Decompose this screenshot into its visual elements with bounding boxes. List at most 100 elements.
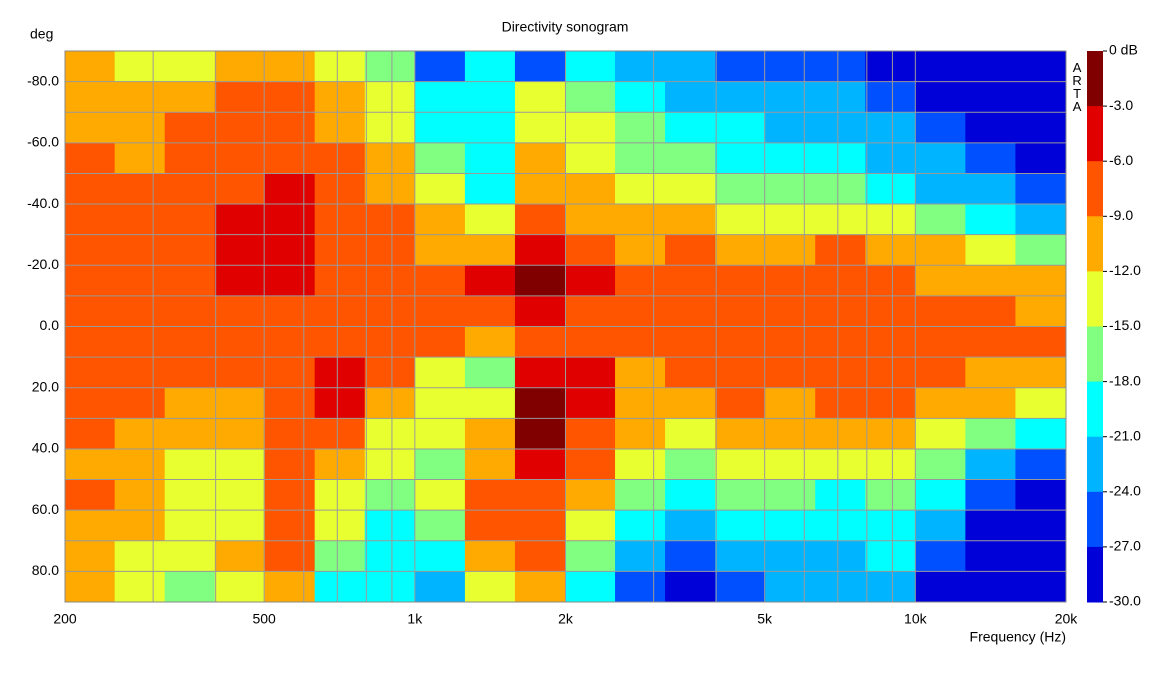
heatmap-cell (514, 142, 566, 174)
heatmap-cell (765, 112, 816, 144)
heatmap-cell (514, 173, 566, 205)
heatmap-cell (514, 510, 566, 542)
y-tick-label: 0.0 (40, 317, 60, 333)
heatmap-cell (564, 540, 616, 572)
heatmap-cell (564, 173, 616, 205)
heatmap-cell (865, 479, 916, 511)
heatmap-cell (965, 295, 1016, 327)
heatmap-cell (965, 357, 1016, 389)
heatmap-cell (464, 173, 516, 205)
heatmap-cell (114, 571, 166, 603)
heatmap-cell (314, 448, 366, 481)
heatmap-cell (665, 479, 716, 511)
heatmap-cell (1015, 479, 1067, 511)
heatmap-cell (164, 479, 216, 511)
heatmap-cell (765, 295, 816, 327)
heatmap-cell (414, 51, 466, 83)
heatmap-cell (214, 540, 266, 572)
x-tick-label: 1k (407, 611, 423, 627)
heatmap-cell (114, 81, 166, 113)
heatmap-cell (314, 51, 366, 83)
y-tick-label: -40.0 (27, 195, 59, 211)
heatmap-cell (915, 357, 966, 389)
colorbar-swatch (1087, 216, 1103, 272)
heatmap-cell (865, 234, 916, 266)
heatmap-cell (214, 326, 266, 358)
heatmap-cell (164, 234, 216, 266)
heatmap-cell (264, 204, 316, 236)
heatmap-cell (164, 448, 216, 481)
heatmap-cell (314, 326, 366, 358)
heatmap-cell (765, 571, 816, 603)
x-tick-label: 200 (53, 611, 77, 627)
heatmap-cell (915, 265, 966, 297)
heatmap-cell (564, 234, 616, 266)
heatmap-cell (414, 479, 466, 511)
heatmap-cell (1015, 448, 1067, 481)
heatmap-cell (364, 51, 416, 83)
heatmap-cell (464, 142, 516, 174)
heatmap-cell (665, 204, 716, 236)
heatmap-cell (615, 142, 666, 174)
x-tick-label: 5k (757, 611, 773, 627)
heatmap-cell (264, 571, 316, 603)
heatmap-cell (615, 540, 666, 572)
heatmap-cell (364, 234, 416, 266)
heatmap-cell (715, 81, 766, 113)
heatmap-cell (815, 571, 866, 603)
heatmap-cell (665, 387, 716, 419)
heatmap-cell (364, 510, 416, 542)
heatmap-cell (665, 234, 716, 266)
heatmap-cell (765, 142, 816, 174)
heatmap-cell (865, 326, 916, 358)
heatmap-cell (665, 357, 716, 389)
heatmap-cell (564, 387, 616, 419)
heatmap-cell (815, 540, 866, 572)
heatmap-cell (1015, 295, 1067, 327)
heatmap-cell (464, 295, 516, 327)
heatmap-cell (815, 51, 866, 83)
heatmap-cell (615, 204, 666, 236)
heatmap-cell (965, 479, 1016, 511)
heatmap-cell (865, 265, 916, 297)
heatmap-cell (1015, 540, 1067, 572)
heatmap-cell (264, 265, 316, 297)
heatmap-cell (114, 265, 166, 297)
colorbar-swatch (1087, 326, 1103, 383)
colorbar-label: -30.0 (1109, 593, 1141, 609)
heatmap-cell (564, 357, 616, 389)
heatmap-cell (314, 204, 366, 236)
heatmap-cell (1015, 204, 1067, 236)
heatmap-cell (1015, 81, 1067, 113)
heatmap-cell (915, 479, 966, 511)
heatmap-cell (865, 510, 916, 542)
heatmap-cell (865, 418, 916, 450)
heatmap-cell (1015, 326, 1067, 358)
heatmap-cell (264, 510, 316, 542)
heatmap-cell (865, 540, 916, 572)
heatmap-cell (464, 326, 516, 358)
heatmap-cell (414, 357, 466, 389)
heatmap-cell (264, 295, 316, 327)
y-tick-label: 60.0 (32, 501, 59, 517)
heatmap-cell (364, 326, 416, 358)
heatmap-cell (765, 387, 816, 419)
x-axis-label: Frequency (Hz) (970, 629, 1066, 645)
heatmap-cell (965, 112, 1016, 144)
heatmap-cell (264, 418, 316, 450)
heatmap-cell (364, 448, 416, 481)
heatmap-cell (114, 540, 166, 572)
heatmap-cell (615, 112, 666, 144)
heatmap-cell (865, 571, 916, 603)
heatmap-cell (965, 81, 1016, 113)
heatmap-cell (164, 295, 216, 327)
heatmap-cell (314, 510, 366, 542)
heatmap-cell (114, 357, 166, 389)
heatmap-cell (1015, 357, 1067, 389)
heatmap-cell (915, 173, 966, 205)
heatmap-cell (464, 204, 516, 236)
heatmap-cell (214, 81, 266, 113)
heatmap-cell (665, 142, 716, 174)
heatmap-cell (815, 418, 866, 450)
